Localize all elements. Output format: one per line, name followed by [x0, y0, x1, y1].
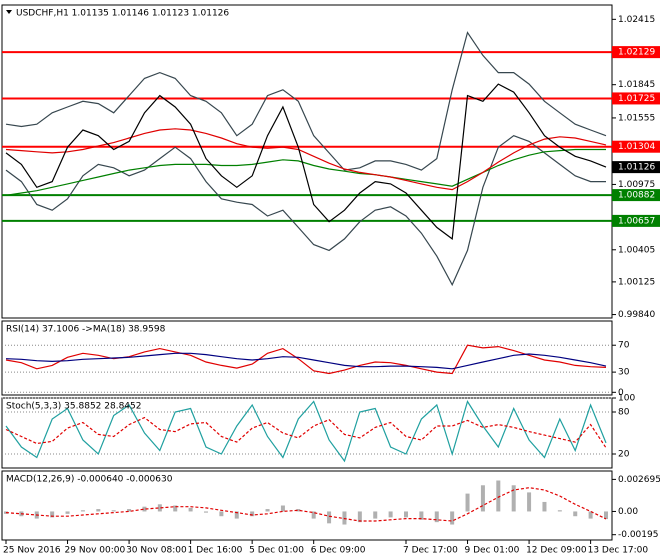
level-label: 1.00657 [618, 216, 655, 226]
series-line [5, 31, 607, 171]
histogram-bar [173, 505, 178, 512]
histogram-bar [65, 511, 70, 514]
histogram-bar [604, 511, 608, 520]
histogram-bar [219, 511, 224, 517]
y-tick-label: 20 [618, 450, 630, 460]
panel-frame [1, 320, 613, 396]
x-tick-label: 6 Dec 09:00 [311, 546, 366, 556]
level-label: 1.01304 [618, 142, 655, 152]
histogram-bar [557, 510, 562, 512]
histogram-bar [157, 504, 162, 512]
histogram-bar [496, 480, 501, 512]
histogram-bar [96, 509, 101, 512]
menu-icon [6, 10, 12, 14]
y-tick-label: 80 [618, 408, 630, 418]
y-tick-label: -0.00195 [618, 530, 658, 540]
series-line [5, 416, 607, 449]
histogram-bar [404, 511, 408, 518]
histogram-bar [388, 511, 393, 518]
y-tick-label: 1.00125 [618, 277, 655, 287]
level-tag [612, 214, 660, 227]
series-line [5, 148, 606, 196]
x-tick-label: 9 Dec 01:00 [465, 546, 520, 556]
histogram-bar [357, 511, 362, 523]
series-line [5, 352, 607, 370]
y-tick-label: 0.002695 [618, 475, 660, 485]
histogram-bar [296, 509, 301, 512]
histogram-bar [542, 501, 547, 512]
x-tick-label: 30 Nov 08:00 [126, 546, 187, 556]
y-tick-label: 1.00405 [618, 245, 655, 255]
level-label: 1.01725 [618, 94, 655, 104]
y-tick-label: 100 [618, 394, 635, 404]
x-tick-label: 29 Nov 00:00 [65, 546, 126, 556]
histogram-bar [111, 510, 116, 512]
level-label: 1.02129 [618, 48, 655, 58]
y-tick-label: 1.00975 [618, 180, 655, 190]
x-tick-label: 7 Dec 17:00 [403, 546, 458, 556]
last-price-tag [612, 161, 660, 174]
y-tick-label: 70 [618, 341, 630, 351]
histogram-bar [434, 511, 439, 523]
y-tick-label: 0 [618, 388, 624, 398]
level-tag [612, 46, 660, 59]
level-label: 1.00882 [618, 191, 655, 201]
level-tag [612, 189, 660, 202]
histogram-bar [265, 509, 270, 512]
level-tag [612, 140, 660, 153]
panel-title: RSI(14) 37.1006 ->MA(18) 38.9598 [6, 325, 166, 335]
histogram-bar [588, 511, 593, 519]
histogram-bar [480, 485, 485, 512]
histogram-bar [50, 511, 55, 518]
histogram-bar [127, 509, 132, 512]
panel-title: Stoch(5,3,3) 35.8852 28.8452 [6, 402, 141, 412]
x-tick-label: 25 Nov 2016 [3, 546, 61, 556]
histogram-bar [465, 493, 470, 512]
histogram-bar [527, 492, 532, 512]
series-line [5, 344, 607, 375]
panel-title: USDCHF,H1 1.01135 1.01146 1.01123 1.0112… [16, 9, 229, 19]
x-tick-label: 12 Dec 09:00 [526, 546, 587, 556]
histogram-bar [234, 511, 239, 519]
y-tick-label: 1.01845 [618, 80, 655, 90]
series-line [5, 400, 607, 463]
histogram-bar [450, 511, 455, 525]
panel-title: MACD(12,26,9) -0.000640 -0.000630 [6, 475, 173, 485]
x-tick-label: 1 Dec 16:00 [188, 546, 243, 556]
y-tick-label: 1.01555 [618, 113, 655, 123]
histogram-bar [204, 511, 208, 513]
histogram-bar [573, 511, 578, 517]
series-line [5, 83, 607, 241]
histogram-bar [280, 505, 285, 512]
histogram-bar [188, 507, 193, 512]
series-line [5, 487, 607, 522]
histogram-bar [373, 511, 378, 519]
histogram-bar [327, 511, 332, 524]
panel-frame [1, 397, 613, 469]
series-line [5, 128, 607, 191]
y-tick-label: 1.02415 [618, 15, 655, 25]
last-price-label: 1.01126 [618, 163, 655, 173]
histogram-bar [250, 511, 255, 517]
histogram-bar [511, 485, 516, 512]
x-tick-label: 13 Dec 17:00 [588, 546, 649, 556]
y-tick-label: 30 [618, 368, 630, 378]
histogram-bar [142, 506, 147, 512]
panel-frame [1, 470, 613, 541]
histogram-bar [311, 511, 316, 519]
histogram-bar [80, 510, 85, 512]
level-tag [612, 92, 660, 105]
histogram-bar [419, 511, 424, 520]
y-tick-label: 0.99840 [618, 310, 655, 320]
series-line [5, 135, 606, 287]
x-tick-label: 5 Dec 01:00 [249, 546, 304, 556]
y-tick-label: 0.00 [618, 507, 638, 517]
